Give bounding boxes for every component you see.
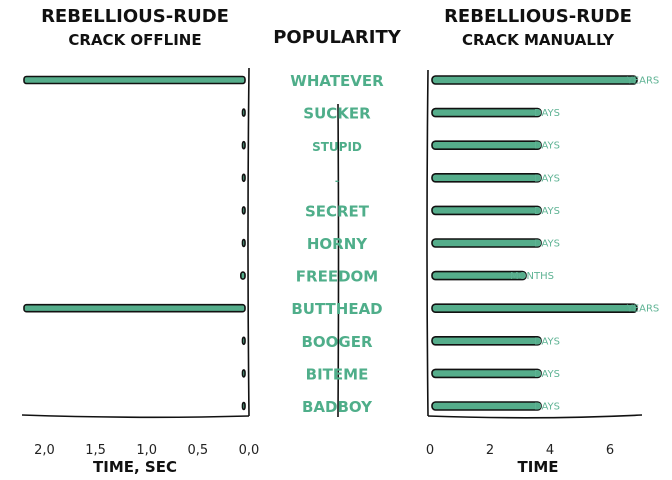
popularity-divider [337, 103, 340, 418]
right-bar [431, 238, 542, 248]
left-bar [23, 303, 246, 313]
left-bar [241, 108, 246, 117]
right-bar [431, 368, 542, 379]
left-x-tick-label: 0,0 [239, 443, 260, 458]
right-bar [431, 140, 542, 150]
category-label: FREEDOM [296, 268, 378, 286]
right-bar-value-label: YEARS [626, 76, 660, 87]
category-label: BITEME [306, 365, 369, 383]
left-x-axis-label: TIME, SEC [93, 458, 177, 476]
right-bar [431, 107, 542, 118]
right-bar-value-label: DAYS [534, 108, 560, 119]
right-bar [431, 303, 638, 314]
popularity-title: POPULARITY [273, 27, 402, 48]
left-bar [23, 75, 246, 85]
left-bar [240, 271, 246, 280]
right-bar-value-label: DAYS [534, 141, 560, 152]
category-label: - [335, 176, 339, 187]
left-y-axis [247, 67, 250, 417]
right-bar [431, 75, 638, 85]
left-chart-title: REBELLIOUS-RUDE [41, 6, 229, 27]
left-x-tick-label: 1,5 [85, 443, 106, 458]
category-label: SECRET [305, 202, 370, 220]
left-chart-subtitle: CRACK OFFLINE [68, 31, 201, 49]
left-bar [241, 173, 246, 183]
right-bar [431, 401, 542, 411]
right-bar [431, 270, 527, 281]
category-label: STUPID [312, 140, 362, 154]
right-bar-value-label: DAYS [534, 336, 560, 347]
category-label: BUTTHEAD [291, 300, 382, 318]
right-chart-subtitle: CRACK MANUALLY [462, 31, 615, 49]
left-bar [241, 206, 246, 215]
right-bar-value-label: DAYS [534, 173, 560, 184]
right-x-axis-label: TIME [518, 458, 559, 476]
right-bar-value-label: DAYS [534, 369, 560, 380]
right-bar-value-label: YEARS [626, 304, 660, 315]
left-bar [241, 238, 246, 248]
left-x-tick-label: 2,0 [34, 443, 55, 458]
left-x-tick-label: 0,5 [188, 443, 209, 458]
right-bar [431, 173, 542, 183]
right-x-tick-label: 4 [546, 443, 554, 458]
left-bar [241, 369, 246, 378]
right-chart-title: REBELLIOUS-RUDE [444, 6, 632, 27]
category-label: SUCKER [303, 105, 371, 123]
left-x-axis [21, 414, 250, 419]
category-label: HORNY [307, 235, 368, 253]
right-bar-value-label: MONTHS [510, 271, 554, 282]
category-label: BOOGER [301, 333, 372, 351]
right-bar-value-label: DAYS [534, 402, 560, 413]
left-bar [241, 140, 246, 150]
right-x-tick-label: 0 [426, 443, 434, 458]
category-label: BADBOY [302, 398, 373, 416]
right-y-axis [426, 69, 429, 417]
left-x-tick-label: 1,0 [136, 443, 157, 458]
right-x-tick-label: 2 [486, 443, 494, 458]
right-bar [431, 205, 542, 216]
right-bar-value-label: DAYS [534, 239, 560, 250]
right-bar-value-label: DAYS [534, 206, 560, 217]
left-bar [241, 336, 246, 346]
right-x-axis [427, 414, 643, 419]
left-bar [241, 401, 246, 411]
right-x-tick-label: 6 [606, 443, 614, 458]
right-bar [431, 335, 542, 346]
category-label: WHATEVER [290, 72, 384, 90]
